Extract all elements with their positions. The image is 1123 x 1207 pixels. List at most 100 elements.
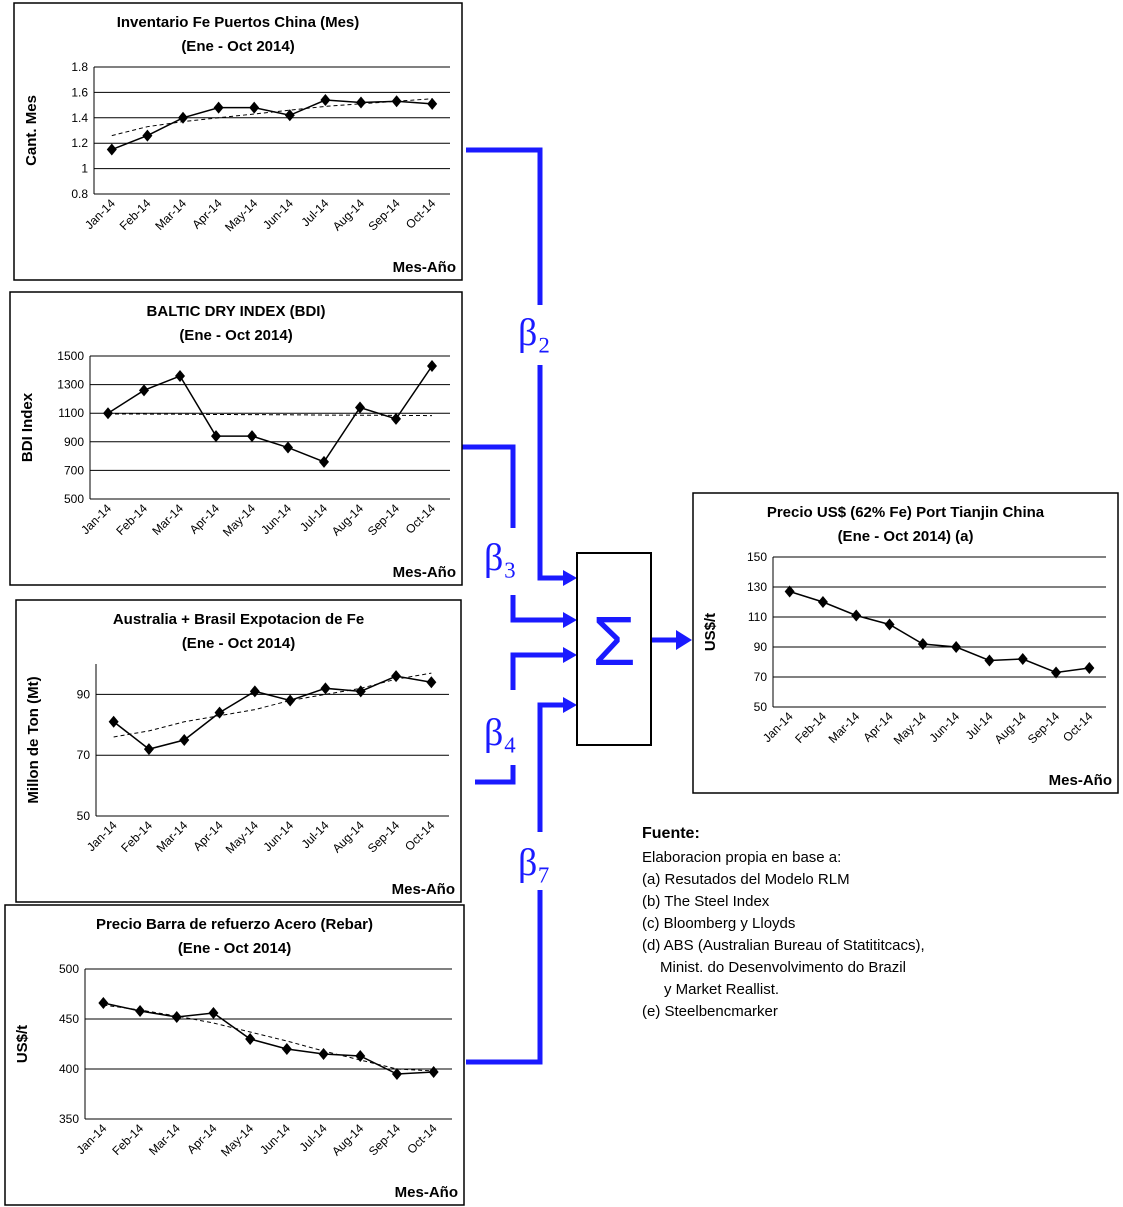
data-line <box>113 675 432 750</box>
marker <box>281 1043 292 1055</box>
marker <box>951 641 962 653</box>
marker <box>391 1068 402 1080</box>
marker <box>139 384 149 397</box>
y-axis-label: US$/t <box>702 613 719 651</box>
data-line <box>789 590 1090 674</box>
y-tick-label: 450 <box>59 1012 79 1026</box>
marker <box>208 1007 219 1019</box>
sum-symbol: Σ <box>592 602 635 680</box>
marker <box>427 97 438 110</box>
y-tick-label: 350 <box>59 1112 79 1126</box>
chart-title: Precio Barra de refuerzo Acero (Rebar) <box>96 916 373 933</box>
marker <box>179 734 190 746</box>
marker <box>320 682 331 695</box>
beta: β₄ <box>484 712 517 754</box>
trend-line <box>103 1004 434 1072</box>
chart-subtitle: (Ene - Oct 2014) <box>179 327 292 344</box>
marker <box>285 694 296 707</box>
y-tick-label: 900 <box>64 435 84 449</box>
marker <box>884 618 895 631</box>
arrowhead <box>563 647 577 663</box>
source-line: Elaboracion propia en base a: <box>642 849 841 866</box>
marker <box>356 96 366 109</box>
y-axis-label: BDI Index <box>19 392 36 462</box>
marker <box>1017 653 1028 665</box>
chart-title: BALTIC DRY INDEX (BDI) <box>147 303 326 320</box>
chart-title: Precio US$ (62% Fe) Port Tianjin China <box>767 504 1045 521</box>
chart-frame <box>4 904 465 1206</box>
chart-title: Inventario Fe Puertos China (Mes) <box>117 14 360 31</box>
marker <box>106 143 117 156</box>
marker <box>851 609 862 622</box>
y-tick-label: 50 <box>77 809 91 823</box>
y-tick-label: 50 <box>754 700 768 714</box>
x-axis-label: Mes-Año <box>395 1184 458 1201</box>
y-tick-label: 1.8 <box>71 60 88 74</box>
marker <box>427 360 437 373</box>
chart: BALTIC DRY INDEX (BDI) (Ene - Oct 2014) 50… <box>9 291 463 586</box>
y-tick-label: 1.4 <box>71 111 88 125</box>
y-tick-label: 700 <box>64 463 84 477</box>
marker <box>355 685 366 698</box>
marker <box>142 129 153 142</box>
y-tick-label: 1500 <box>57 349 84 363</box>
sum-box <box>576 552 652 746</box>
marker <box>135 1005 146 1017</box>
source-line: (e) Steelbencmarker <box>642 1003 778 1020</box>
source-line: (a) Resutados del Modelo RLM <box>642 871 850 888</box>
y-tick-label: 150 <box>747 550 767 564</box>
trend-line <box>111 98 433 137</box>
arrowhead <box>563 612 577 628</box>
x-axis-label: Mes-Año <box>393 564 456 581</box>
y-tick-label: 500 <box>59 962 79 976</box>
marker <box>817 596 828 608</box>
marker <box>426 676 437 689</box>
marker <box>319 455 329 468</box>
marker <box>320 94 331 107</box>
y-tick-label: 1100 <box>58 406 84 420</box>
source-line: y Market Reallist. <box>664 981 779 998</box>
source-line: (d) ABS (Australian Bureau of Statititca… <box>642 937 925 954</box>
y-axis-label: US$/t <box>14 1025 31 1063</box>
connector <box>475 765 516 785</box>
connectors <box>462 147 678 1065</box>
connector <box>510 595 565 623</box>
marker <box>171 1011 182 1023</box>
marker <box>917 638 928 650</box>
marker <box>103 407 113 420</box>
source-line: Minist. do Desenvolvimento do Brazil <box>660 959 906 976</box>
chart-frame <box>13 2 463 281</box>
marker <box>213 101 224 114</box>
data-line <box>107 365 433 463</box>
marker <box>428 1066 439 1078</box>
y-tick-label: 90 <box>754 640 768 654</box>
marker <box>211 430 221 443</box>
marker <box>249 685 260 698</box>
y-tick-label: 90 <box>77 687 91 701</box>
marker <box>1084 662 1095 674</box>
arrowhead <box>563 697 577 713</box>
y-tick-label: 1 <box>81 162 88 176</box>
connector <box>537 365 565 581</box>
marker <box>355 401 365 414</box>
chart-subtitle: (Ene - Oct 2014) <box>181 38 294 55</box>
arrowhead <box>563 570 577 586</box>
marker <box>391 412 401 425</box>
chart: Precio Barra de refuerzo Acero (Rebar) (E… <box>4 904 465 1206</box>
chart: Precio US$ (62% Fe) Port Tianjin China (E… <box>692 492 1119 794</box>
chart-subtitle: (Ene - Oct 2014) <box>178 940 291 957</box>
y-tick-label: 400 <box>59 1062 79 1076</box>
x-axis-label: Mes-Año <box>1049 772 1112 789</box>
source-line: (c) Bloomberg y Lloyds <box>642 915 795 932</box>
trend-line <box>113 672 432 738</box>
marker <box>245 1033 256 1045</box>
y-tick-label: 0.8 <box>71 187 88 201</box>
x-axis-label: Mes-Año <box>392 881 455 898</box>
connector <box>510 652 565 690</box>
chart-frame <box>692 492 1119 794</box>
chart-title: Australia + Brasil Expotacion de Fe <box>113 611 364 628</box>
marker <box>249 101 260 114</box>
y-tick-label: 70 <box>77 748 91 762</box>
data-line <box>111 99 433 151</box>
marker <box>984 654 995 667</box>
